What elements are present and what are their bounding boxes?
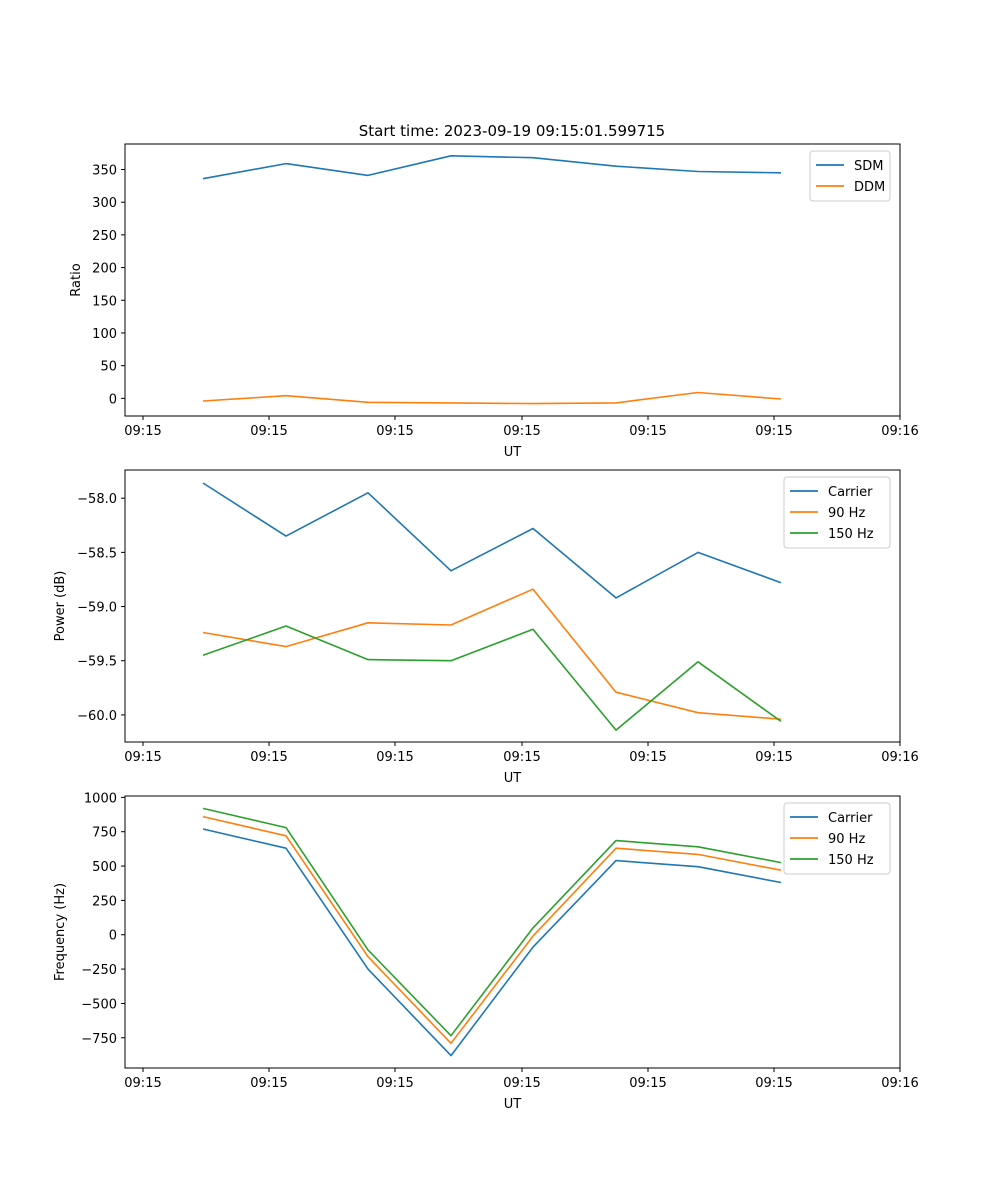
x-tick-label: 09:15 [376, 424, 413, 439]
series-line-150-hz [202, 625, 782, 731]
y-tick-label: −58.5 [77, 546, 117, 561]
chart-panel-2: 09:15 09:15 09:15 09:15 09:15 09:15 09:16 −60.0… [53, 469, 919, 786]
y-tick-label: 300 [92, 196, 117, 211]
x-tick-label: 09:15 [124, 1076, 161, 1091]
x-axis-label: UT [504, 1097, 522, 1112]
x-tick-label: 09:15 [755, 424, 792, 439]
series-line-carrier [202, 828, 782, 1057]
x-tick-label: 09:15 [124, 424, 161, 439]
x-tick-label: 09:15 [503, 424, 540, 439]
y-tick-label: 100 [92, 327, 117, 342]
y-tick-label: 250 [92, 229, 117, 244]
x-tick-label: 09:16 [881, 750, 918, 765]
x-tick-label: 09:15 [124, 750, 161, 765]
legend: Carrier 90 Hz 150 Hz [783, 802, 891, 875]
y-tick-label: −750 [81, 1032, 117, 1047]
series-line-carrier [202, 482, 782, 599]
x-tick-label: 09:15 [629, 424, 666, 439]
y-tick-label: −60.0 [77, 709, 117, 724]
x-axis-label: UT [504, 771, 522, 786]
y-tick-label: −59.5 [77, 655, 117, 670]
legend-label: 150 Hz [828, 527, 874, 542]
series-line-90-hz [202, 588, 782, 720]
y-tick-label: 250 [92, 894, 117, 909]
plot-frame [124, 795, 901, 1069]
x-tick-label: 09:15 [629, 750, 666, 765]
y-tick-label: −500 [81, 997, 117, 1012]
x-tick-label: 09:15 [755, 750, 792, 765]
legend-label: 150 Hz [828, 853, 874, 868]
y-tick-label: 350 [92, 164, 117, 179]
y-axis-label: Power (dB) [53, 571, 68, 642]
legend-label: Carrier [828, 811, 873, 826]
y-tick-label: 500 [92, 860, 117, 875]
legend-label: SDM [854, 159, 883, 174]
series-line-ddm [202, 391, 782, 405]
x-tick-label: 09:15 [503, 1076, 540, 1091]
plot-frame [124, 143, 901, 417]
y-tick-label: −59.0 [77, 601, 117, 616]
legend-label: 90 Hz [828, 832, 865, 847]
x-tick-label: 09:15 [503, 750, 540, 765]
legend-label: Carrier [828, 485, 873, 500]
x-tick-label: 09:15 [250, 424, 287, 439]
figure-title: Start time: 2023-09-19 09:15:01.599715 [359, 122, 665, 140]
legend: SDM DDM [809, 150, 891, 202]
legend-label: DDM [854, 180, 885, 195]
y-tick-label: 1000 [84, 791, 117, 806]
legend-box [783, 802, 891, 875]
series-line-150-hz [202, 807, 782, 1037]
y-tick-label: 150 [92, 294, 117, 309]
y-tick-label: −58.0 [77, 492, 117, 507]
series-line-sdm [202, 155, 782, 180]
chart-panel-1: 09:15 09:15 09:15 09:15 09:15 09:15 09:16 0 50 10… [69, 143, 919, 460]
legend: Carrier 90 Hz 150 Hz [783, 476, 891, 549]
y-axis-label: Frequency (Hz) [53, 883, 68, 981]
y-tick-label: 0 [109, 392, 117, 407]
x-tick-label: 09:16 [881, 424, 918, 439]
y-axis-label: Ratio [69, 263, 84, 296]
legend-box [809, 150, 891, 202]
x-tick-label: 09:15 [629, 1076, 666, 1091]
x-tick-label: 09:15 [250, 750, 287, 765]
x-axis-label: UT [504, 445, 522, 460]
y-tick-label: 750 [92, 826, 117, 841]
y-tick-label: 50 [100, 360, 117, 375]
x-tick-label: 09:16 [881, 1076, 918, 1091]
x-tick-label: 09:15 [376, 1076, 413, 1091]
y-tick-label: 200 [92, 262, 117, 277]
series-line-90-hz [202, 815, 782, 1045]
x-tick-label: 09:15 [755, 1076, 792, 1091]
legend-box [783, 476, 891, 549]
legend-label: 90 Hz [828, 506, 865, 521]
y-tick-label: 0 [109, 929, 117, 944]
y-tick-label: −250 [81, 963, 117, 978]
plot-frame [124, 469, 901, 743]
x-tick-label: 09:15 [376, 750, 413, 765]
chart-panel-3: 09:15 09:15 09:15 09:15 09:15 09:15 09:16 −750 −… [53, 791, 919, 1112]
x-tick-label: 09:15 [250, 1076, 287, 1091]
